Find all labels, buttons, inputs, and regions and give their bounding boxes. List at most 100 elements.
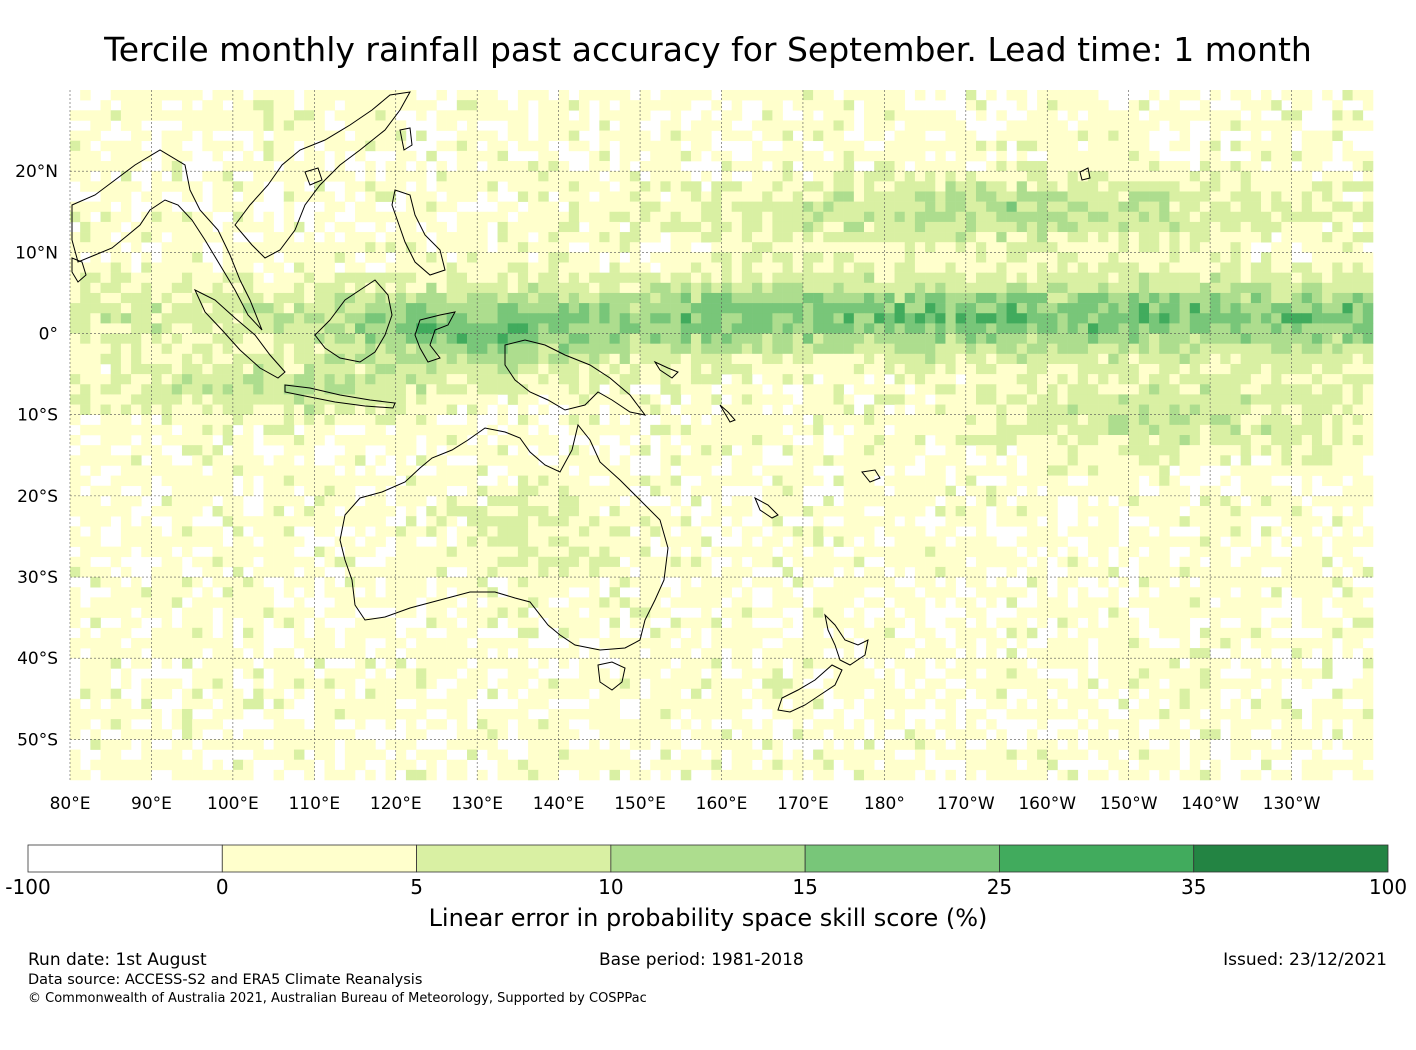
skill-cell (853, 282, 865, 294)
skill-cell (772, 90, 783, 101)
skill-cell (1087, 272, 1099, 284)
skill-cell (1149, 546, 1160, 558)
skill-cell (405, 262, 417, 273)
skill-cell (273, 516, 285, 527)
skill-cell (110, 435, 122, 446)
skill-cell (507, 353, 519, 365)
skill-cell (120, 455, 132, 466)
skill-cell (904, 526, 916, 537)
skill-cell (853, 353, 865, 365)
skill-cell (619, 394, 631, 405)
skill-cell (151, 90, 162, 101)
skill-cell (1322, 292, 1333, 304)
skill-cell (670, 232, 682, 243)
skill-cell (110, 262, 122, 273)
skill-cell (1250, 353, 1262, 365)
skill-cell (1301, 343, 1313, 355)
skill-cell (273, 232, 285, 243)
skill-cell (965, 140, 977, 152)
skill-cell (904, 536, 916, 547)
skill-cell (253, 181, 264, 192)
skill-cell (986, 546, 997, 558)
skill-cell (772, 363, 783, 375)
skill-cell (1138, 323, 1150, 334)
skill-cell (1077, 171, 1089, 182)
skill-cell (1322, 384, 1333, 395)
skill-cell (680, 130, 692, 142)
skill-cell (1301, 313, 1313, 324)
skill-cell (467, 475, 478, 487)
skill-cell (1281, 262, 1292, 273)
skill-cell (741, 536, 753, 547)
skill-cell (120, 150, 132, 162)
skill-cell (70, 171, 81, 182)
skill-cell (1067, 485, 1079, 497)
skill-cell (405, 414, 417, 426)
skill-cell (843, 201, 855, 213)
skill-cell (680, 404, 692, 416)
skill-cell (986, 374, 997, 385)
skill-cell (1159, 374, 1170, 385)
skill-cell (1189, 363, 1201, 375)
skill-cell (884, 445, 895, 456)
skill-cell (456, 232, 468, 243)
skill-cell (670, 110, 682, 121)
skill-cell (263, 546, 274, 558)
skill-cell (538, 343, 549, 355)
skill-cell (131, 161, 142, 172)
skill-cell (925, 404, 936, 416)
skill-cell (456, 272, 468, 284)
skill-cell (1199, 495, 1211, 507)
skill-cell (405, 201, 417, 213)
skill-cell (894, 272, 906, 284)
skill-cell (925, 221, 936, 233)
skill-cell (558, 282, 570, 294)
skill-cell (884, 333, 895, 344)
skill-cell (609, 211, 621, 223)
skill-cell (945, 292, 956, 304)
skill-cell (181, 262, 193, 273)
skill-cell (100, 110, 112, 121)
skill-cell (752, 140, 763, 152)
skill-cell (762, 242, 773, 253)
skill-cell (752, 455, 763, 466)
skill-cell (884, 100, 895, 111)
skill-cell (1118, 221, 1129, 233)
skill-cell (965, 343, 977, 355)
skill-cell (619, 465, 631, 476)
skill-cell (90, 292, 101, 304)
skill-cell (141, 313, 152, 324)
skill-cell (599, 374, 610, 385)
skill-cell (568, 303, 580, 314)
skill-cell (548, 150, 559, 162)
skill-cell (1210, 485, 1221, 497)
skill-cell (344, 171, 356, 182)
skill-cell (1210, 435, 1221, 446)
skill-cell (1311, 140, 1323, 152)
skill-cell (558, 262, 570, 273)
skill-cell (741, 232, 753, 243)
skill-cell (314, 323, 325, 334)
skill-cell (772, 232, 783, 243)
skill-cell (578, 303, 590, 314)
skill-cell (1128, 506, 1140, 517)
skill-cell (711, 445, 722, 456)
skill-cell (640, 90, 651, 101)
skill-cell (1250, 495, 1262, 507)
skill-cell (1077, 526, 1089, 537)
skill-cell (385, 394, 397, 405)
skill-cell (171, 435, 183, 446)
skill-cell (1352, 333, 1364, 344)
skill-cell (599, 232, 610, 243)
skill-cell (416, 455, 427, 466)
skill-cell (253, 394, 264, 405)
skill-cell (782, 140, 794, 152)
skill-cell (955, 475, 967, 487)
skill-cell (1169, 516, 1180, 527)
skill-cell (456, 333, 468, 344)
skill-cell (1261, 465, 1272, 476)
skill-cell (578, 394, 590, 405)
skill-cell (1189, 465, 1201, 476)
skill-cell (426, 282, 437, 294)
skill-cell (599, 313, 610, 324)
